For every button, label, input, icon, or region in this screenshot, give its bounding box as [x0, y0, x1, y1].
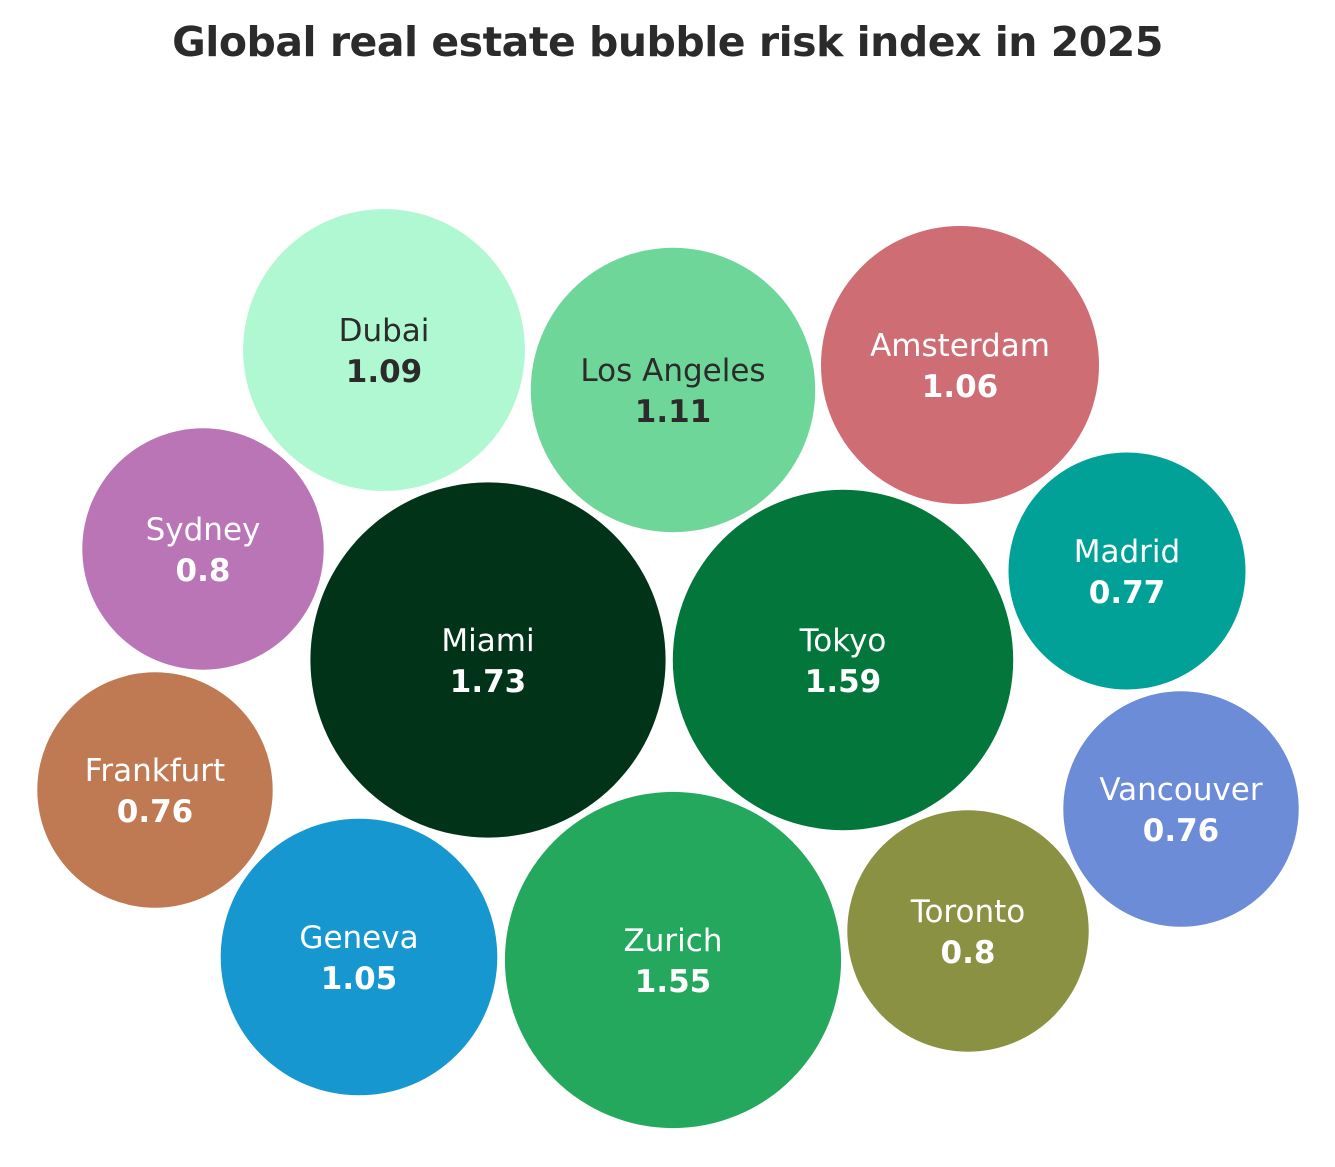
- bubble-value-label: 1.05: [321, 961, 398, 997]
- bubble-sydney: Sydney 0.8: [82, 428, 324, 670]
- bubble-value-label: 1.73: [450, 664, 527, 700]
- bubble-vancouver: Vancouver 0.76: [1063, 691, 1299, 927]
- bubble-value-label: 1.09: [346, 354, 423, 390]
- bubble-city-label: Frankfurt: [85, 753, 225, 789]
- bubble-circle-geneva: [220, 818, 498, 1096]
- bubble-value-label: 1.06: [922, 369, 999, 405]
- bubble-city-label: Los Angeles: [580, 353, 765, 389]
- bubble-city-label: Madrid: [1074, 534, 1180, 570]
- bubble-value-label: 1.11: [635, 394, 712, 430]
- bubble-circle-amsterdam: [821, 226, 1099, 504]
- bubble-value-label: 1.59: [805, 664, 882, 700]
- bubble-circle-dubai: [243, 209, 525, 491]
- bubble-frankfurt: Frankfurt 0.76: [37, 672, 273, 908]
- bubble-city-label: Sydney: [146, 512, 261, 548]
- bubble-circle-toronto: [847, 810, 1089, 1052]
- bubble-miami: Miami 1.73: [310, 482, 666, 838]
- bubble-toronto: Toronto 0.8: [847, 810, 1089, 1052]
- bubble-circle-zurich: [504, 791, 842, 1129]
- bubble-circle-sydney: [82, 428, 324, 670]
- bubble-city-label: Geneva: [299, 920, 418, 956]
- bubble-circle-miami: [310, 482, 666, 838]
- bubble-dubai: Dubai 1.09: [243, 209, 525, 491]
- bubble-circle-frankfurt: [37, 672, 273, 908]
- bubble-madrid: Madrid 0.77: [1008, 452, 1246, 690]
- bubble-value-label: 0.8: [941, 935, 996, 971]
- bubble-zurich: Zurich 1.55: [504, 791, 842, 1129]
- chart-title: Global real estate bubble risk index in …: [172, 18, 1163, 66]
- bubble-value-label: 0.76: [117, 794, 194, 830]
- bubble-value-label: 0.77: [1089, 575, 1166, 611]
- bubble-circle-tokyo: [672, 489, 1014, 831]
- bubble-city-label: Zurich: [624, 923, 723, 959]
- bubble-city-label: Tokyo: [799, 623, 887, 659]
- bubble-value-label: 0.8: [176, 553, 231, 589]
- bubble-circle-madrid: [1008, 452, 1246, 690]
- bubble-value-label: 1.55: [635, 964, 712, 1000]
- bubble-city-label: Toronto: [910, 894, 1025, 930]
- bubble-circle-los-angeles: [530, 247, 816, 533]
- bubble-city-label: Vancouver: [1099, 772, 1263, 808]
- bubble-city-label: Miami: [441, 623, 534, 659]
- bubble-geneva: Geneva 1.05: [220, 818, 498, 1096]
- bubble-city-label: Amsterdam: [870, 328, 1050, 364]
- bubble-amsterdam: Amsterdam 1.06: [821, 226, 1099, 504]
- bubble-city-label: Dubai: [339, 313, 430, 349]
- bubble-los-angeles: Los Angeles 1.11: [530, 247, 816, 533]
- bubble-tokyo: Tokyo 1.59: [672, 489, 1014, 831]
- bubble-value-label: 0.76: [1143, 813, 1220, 849]
- bubble-circle-vancouver: [1063, 691, 1299, 927]
